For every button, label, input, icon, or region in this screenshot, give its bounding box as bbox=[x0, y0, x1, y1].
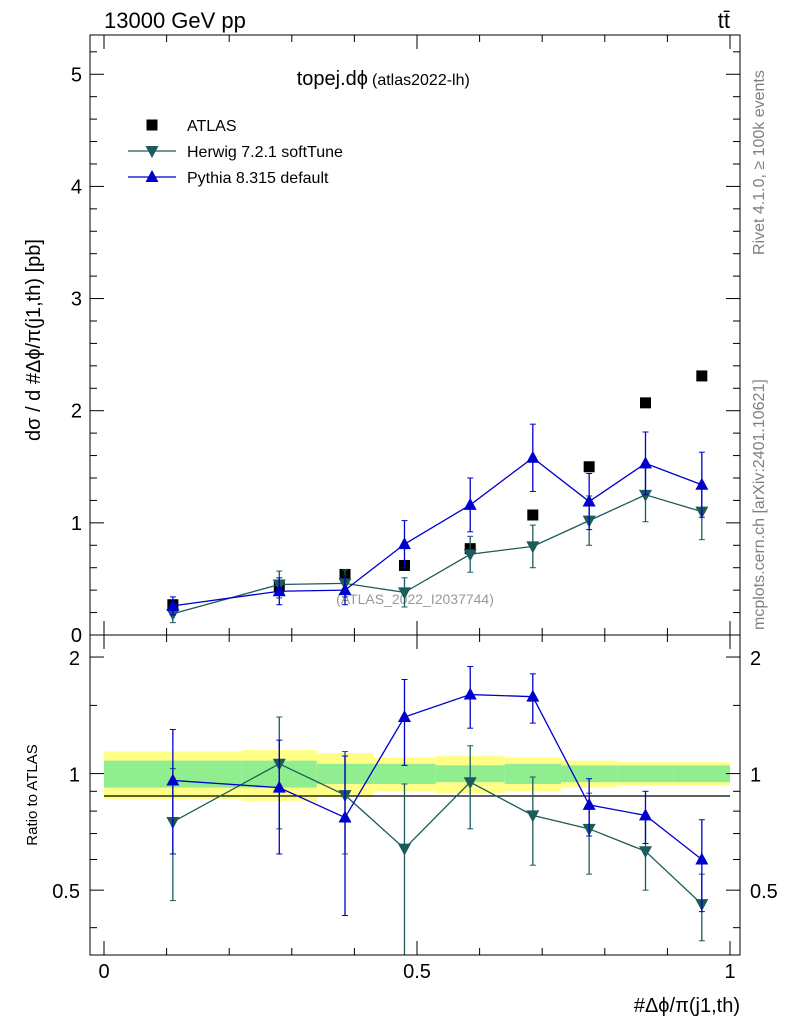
herwig-7-2-1-softtune-ratio-point bbox=[526, 810, 540, 823]
x-axis-label: #Δϕ/π(j1,th) bbox=[634, 995, 740, 1017]
plot-subtitle: (atlas2022-lh) bbox=[372, 72, 470, 89]
pythia-8-315-default-ratio-point bbox=[338, 810, 352, 823]
ratio-y-tick-label: 0.5 bbox=[52, 881, 80, 903]
ratio-y-tick-label-right: 2 bbox=[750, 648, 761, 670]
legend-label-atlas: ATLAS bbox=[187, 118, 237, 135]
x-tick-label: 0.5 bbox=[403, 961, 431, 983]
energy-label: 13000 GeV pp bbox=[104, 8, 246, 33]
main-y-tick-label: 2 bbox=[71, 401, 82, 423]
pythia-8-315-default-line bbox=[172, 456, 703, 607]
pythia-8-315-default-ratio-point bbox=[397, 710, 411, 723]
pythia-8-315-default-point bbox=[338, 583, 352, 596]
pythia-8-315-default-point bbox=[397, 537, 411, 550]
ratio-band-inner bbox=[673, 765, 730, 783]
atlas-point bbox=[696, 370, 708, 382]
rivet-label: Rivet 4.1.0, ≥ 100k events bbox=[751, 70, 768, 255]
pythia-8-315-default-ratio-point bbox=[695, 852, 709, 865]
plot-title: topej.dϕ bbox=[297, 68, 368, 90]
ratio-y-tick-label-right: 0.5 bbox=[750, 881, 778, 903]
pythia-8-315-default-ratio-point bbox=[463, 687, 477, 700]
ratio-band-inner bbox=[617, 765, 674, 783]
pythia-8-315-default-point bbox=[272, 584, 286, 597]
ratio-y-tick-label: 1 bbox=[69, 765, 80, 787]
legend-marker-herwig-7-2-1-softtune bbox=[145, 146, 159, 158]
analysis-watermark: (ATLAS_2022_I2037744) bbox=[336, 591, 494, 607]
ratio-y-tick-label-right: 1 bbox=[750, 765, 761, 787]
mcplots-label: mcplots.cern.ch [arXiv:2401.10621] bbox=[751, 379, 768, 630]
herwig-7-2-1-softtune-ratio-point bbox=[397, 843, 411, 856]
main-y-tick-label: 1 bbox=[71, 513, 82, 535]
main-y-ticks: 0 1 2 3 4 5 bbox=[71, 51, 740, 647]
pythia-8-315-default-point bbox=[582, 494, 596, 507]
herwig-7-2-1-softtune-point bbox=[638, 489, 652, 502]
y-axis-label: dσ / d #Δϕ/π(j1,th) [pb] bbox=[23, 239, 45, 441]
ratio-frame bbox=[89, 634, 741, 956]
pythia-8-315-default-ratio-point bbox=[166, 773, 180, 786]
herwig-7-2-1-softtune-point bbox=[397, 587, 411, 600]
ratio-bands bbox=[104, 750, 730, 801]
pythia-8-315-default-point bbox=[695, 477, 709, 490]
ratio-y-tick-label: 2 bbox=[69, 648, 80, 670]
x-tick-label: 0 bbox=[98, 961, 109, 983]
pythia-8-315-default-ratio-point bbox=[526, 689, 540, 702]
ratio-panel: 0.5 0.51 12 2 Ratio to ATLAS 0 0.5 1 #Δϕ/π(j1… bbox=[24, 35, 778, 1017]
main-y-tick-label: 5 bbox=[71, 64, 82, 86]
process-label: tt̄ bbox=[718, 8, 730, 33]
legend: ATLAS Herwig 7.2.1 softTune Pythia 8.315 d… bbox=[128, 118, 343, 187]
legend-label-pythia-8-315-default: Pythia 8.315 default bbox=[187, 170, 329, 187]
legend-marker-atlas bbox=[146, 119, 158, 131]
pythia-8-315-default-point bbox=[166, 598, 180, 611]
pythia-8-315-default-point bbox=[526, 450, 540, 463]
ratio-axis-label: Ratio to ATLAS bbox=[24, 744, 41, 845]
main-series-layer bbox=[166, 370, 709, 624]
ratio-band-inner bbox=[504, 763, 561, 784]
ratio-series-layer bbox=[166, 666, 709, 955]
main-y-tick-label: 0 bbox=[71, 625, 82, 647]
atlas-point bbox=[639, 397, 651, 409]
herwig-7-2-1-softtune-ratio-point bbox=[463, 777, 477, 790]
pythia-8-315-default-ratio-point bbox=[582, 797, 596, 810]
main-panel: topej.dϕ (atlas2022-lh) (ATLAS_2022_I203… bbox=[23, 34, 741, 647]
pythia-8-315-default-point bbox=[463, 497, 477, 510]
herwig-7-2-1-softtune-point bbox=[463, 549, 477, 562]
x-tick-label: 1 bbox=[724, 961, 735, 983]
main-y-tick-label: 3 bbox=[71, 289, 82, 311]
herwig-7-2-1-softtune-point bbox=[526, 541, 540, 554]
pythia-8-315-default-ratio-point bbox=[638, 808, 652, 821]
pythia-8-315-default-point bbox=[638, 456, 652, 469]
herwig-7-2-1-softtune-ratio-point bbox=[638, 846, 652, 859]
legend-marker-pythia-8-315-default bbox=[145, 170, 159, 182]
legend-label-herwig-7-2-1-softtune: Herwig 7.2.1 softTune bbox=[187, 144, 343, 161]
atlas-point bbox=[583, 461, 595, 473]
atlas-point bbox=[527, 509, 539, 521]
pythia-8-315-default-ratio-point bbox=[272, 780, 286, 793]
ratio-band-inner bbox=[373, 763, 436, 784]
ratio-y-ticks: 0.5 0.5 1 1 2 2 bbox=[52, 648, 778, 929]
x-ticks: 0 0.5 1 bbox=[98, 35, 736, 983]
main-y-tick-label: 4 bbox=[71, 176, 82, 198]
